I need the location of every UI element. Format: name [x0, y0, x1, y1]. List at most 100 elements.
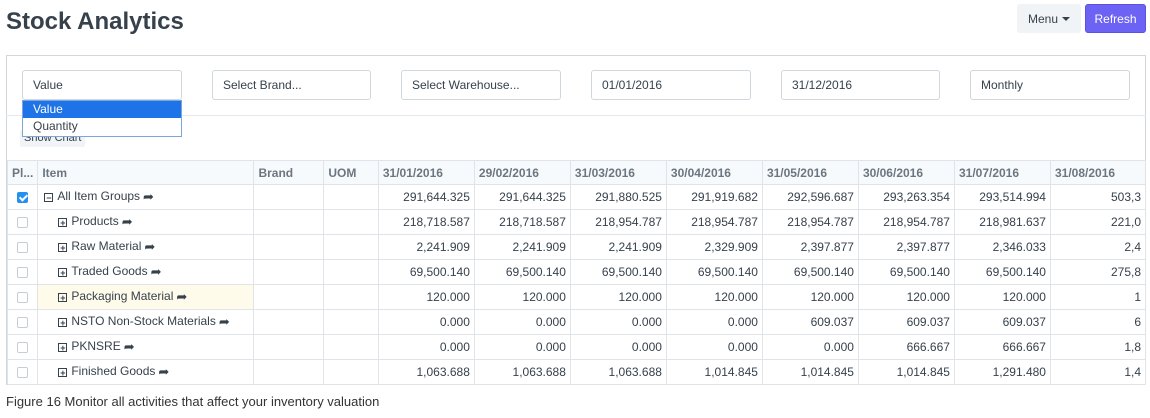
row-checkbox[interactable]: [17, 217, 29, 229]
table-row[interactable]: + Traded Goods ➦ 69,500.140 69,500.140 69,500…: [7, 259, 1146, 285]
item-cell: + Products ➦: [37, 209, 255, 235]
brand-select[interactable]: Select Brand...: [212, 70, 371, 100]
row-select-cell: [7, 234, 39, 260]
row-checkbox[interactable]: [17, 367, 29, 379]
expand-icon[interactable]: +: [58, 267, 68, 278]
column-header[interactable]: 31/08/2016: [1049, 160, 1146, 185]
table-row[interactable]: + PKNSRE ➦ 0.000 0.000 0.000 0.000 0.000 666.667…: [7, 334, 1146, 360]
expand-icon[interactable]: +: [58, 242, 68, 253]
item-cell: + Finished Goods ➦: [37, 359, 255, 385]
value-cell: 1,4: [1049, 359, 1146, 385]
column-header[interactable]: 30/06/2016: [857, 160, 955, 185]
row-checkbox[interactable]: [17, 292, 29, 304]
table-row[interactable]: − All Item Groups ➦ 291,644.325 291,644.325 2…: [7, 184, 1146, 210]
column-header[interactable]: 30/04/2016: [665, 160, 763, 185]
value-cell: 666.667: [857, 334, 955, 360]
to-date-input[interactable]: 31/12/2016: [781, 70, 940, 100]
value-cell: 0.000: [569, 309, 667, 335]
share-arrow-icon[interactable]: ➦: [121, 214, 133, 229]
expand-icon[interactable]: +: [58, 367, 68, 378]
row-select-cell: [7, 334, 39, 360]
table-row[interactable]: + Packaging Material ➦ 120.000 120.000 120.00…: [7, 284, 1146, 310]
table-row[interactable]: + Raw Material ➦ 2,241.909 2,241.909 2,241.90…: [7, 234, 1146, 260]
column-header[interactable]: Brand: [253, 160, 325, 185]
value-cell: 293,263.354: [857, 184, 955, 210]
value-cell: 120.000: [377, 284, 475, 310]
value-cell: 2,397.877: [761, 234, 859, 260]
from-date-input[interactable]: 01/01/2016: [591, 70, 751, 100]
brand-cell: [253, 359, 325, 385]
range-select[interactable]: Monthly: [970, 70, 1130, 100]
column-header[interactable]: 31/01/2016: [377, 160, 475, 185]
share-arrow-icon[interactable]: ➦: [123, 339, 135, 354]
share-arrow-icon[interactable]: ➦: [218, 314, 230, 329]
table-row[interactable]: + NSTO Non-Stock Materials ➦ 0.000 0.000 0.00…: [7, 309, 1146, 335]
item-label: Traded Goods: [71, 264, 148, 279]
value-cell: 221,0: [1049, 209, 1146, 235]
row-select-cell: [7, 209, 39, 235]
column-header[interactable]: 29/02/2016: [473, 160, 571, 185]
value-cell: 6: [1049, 309, 1146, 335]
value-cell: 275,8: [1049, 259, 1146, 285]
dropdown-option-quantity[interactable]: Quantity: [33, 119, 78, 133]
value-cell: 2,329.909: [665, 234, 763, 260]
column-header[interactable]: 31/07/2016: [953, 160, 1051, 185]
row-select-cell: [7, 259, 39, 285]
share-arrow-icon[interactable]: ➦: [143, 189, 154, 204]
dropdown-option-value[interactable]: Value: [23, 101, 181, 118]
collapse-icon[interactable]: −: [44, 192, 54, 203]
value-cell: 0.000: [665, 309, 763, 335]
column-header[interactable]: 31/03/2016: [569, 160, 667, 185]
share-arrow-icon[interactable]: ➦: [150, 264, 162, 279]
item-cell: + Packaging Material ➦: [37, 284, 255, 310]
row-checkbox[interactable]: [17, 242, 29, 254]
value-cell: 69,500.140: [377, 259, 475, 285]
value-cell: 1: [1049, 284, 1146, 310]
expand-icon[interactable]: +: [58, 342, 68, 353]
row-checkbox[interactable]: [17, 192, 29, 204]
row-checkbox[interactable]: [17, 317, 29, 329]
table-row[interactable]: + Products ➦ 218,718.587 218,718.587 218,954.…: [7, 209, 1146, 235]
share-arrow-icon[interactable]: ➦: [176, 289, 188, 304]
value-cell: 69,500.140: [473, 259, 571, 285]
share-arrow-icon[interactable]: ➦: [158, 364, 170, 379]
expand-icon[interactable]: +: [58, 317, 68, 328]
item-cell: + PKNSRE ➦: [37, 334, 255, 360]
value-cell: 1,063.688: [377, 359, 475, 385]
row-checkbox[interactable]: [17, 342, 29, 354]
menu-button-label: Menu: [1027, 11, 1059, 26]
value-type-select[interactable]: Value: [22, 70, 182, 100]
value-cell: 2,346.033: [953, 234, 1051, 260]
report-frame: [6, 55, 1146, 385]
value-cell: 0.000: [377, 334, 475, 360]
warehouse-placeholder: Select Warehouse...: [412, 78, 520, 92]
stock-grid: Pl... Item Brand UOM 31/01/2016 29/02/2016 31/…: [7, 160, 1146, 385]
value-cell: 0.000: [569, 334, 667, 360]
brand-cell: [253, 284, 325, 310]
column-header[interactable]: UOM: [323, 160, 379, 185]
item-label: NSTO Non-Stock Materials: [71, 314, 216, 329]
column-header[interactable]: Item: [37, 160, 255, 185]
brand-cell: [253, 234, 325, 260]
expand-icon[interactable]: +: [58, 217, 68, 228]
column-header[interactable]: 31/05/2016: [761, 160, 859, 185]
item-cell: + Traded Goods ➦: [37, 259, 255, 285]
uom-cell: [323, 309, 379, 335]
from-date-value: 01/01/2016: [602, 78, 663, 92]
value-cell: 218,981.637: [953, 209, 1051, 235]
range-value: Monthly: [981, 78, 1024, 92]
warehouse-select[interactable]: Select Warehouse...: [401, 70, 561, 100]
row-checkbox[interactable]: [17, 267, 29, 279]
figure-caption: Figure 16 Monitor all activities that af…: [6, 394, 380, 409]
row-select-cell: [7, 284, 39, 310]
table-row[interactable]: + Finished Goods ➦ 1,063.688 1,063.688 1,063.…: [7, 359, 1146, 385]
share-arrow-icon[interactable]: ➦: [144, 239, 156, 254]
menu-button[interactable]: Menu: [1017, 4, 1081, 33]
brand-cell: [253, 309, 325, 335]
expand-icon[interactable]: +: [58, 292, 68, 303]
value-cell: 218,718.587: [377, 209, 475, 235]
brand-placeholder: Select Brand...: [223, 78, 302, 92]
value-cell: 120.000: [569, 284, 667, 310]
column-header[interactable]: Pl...: [7, 160, 39, 185]
refresh-button[interactable]: Refresh: [1085, 4, 1146, 33]
